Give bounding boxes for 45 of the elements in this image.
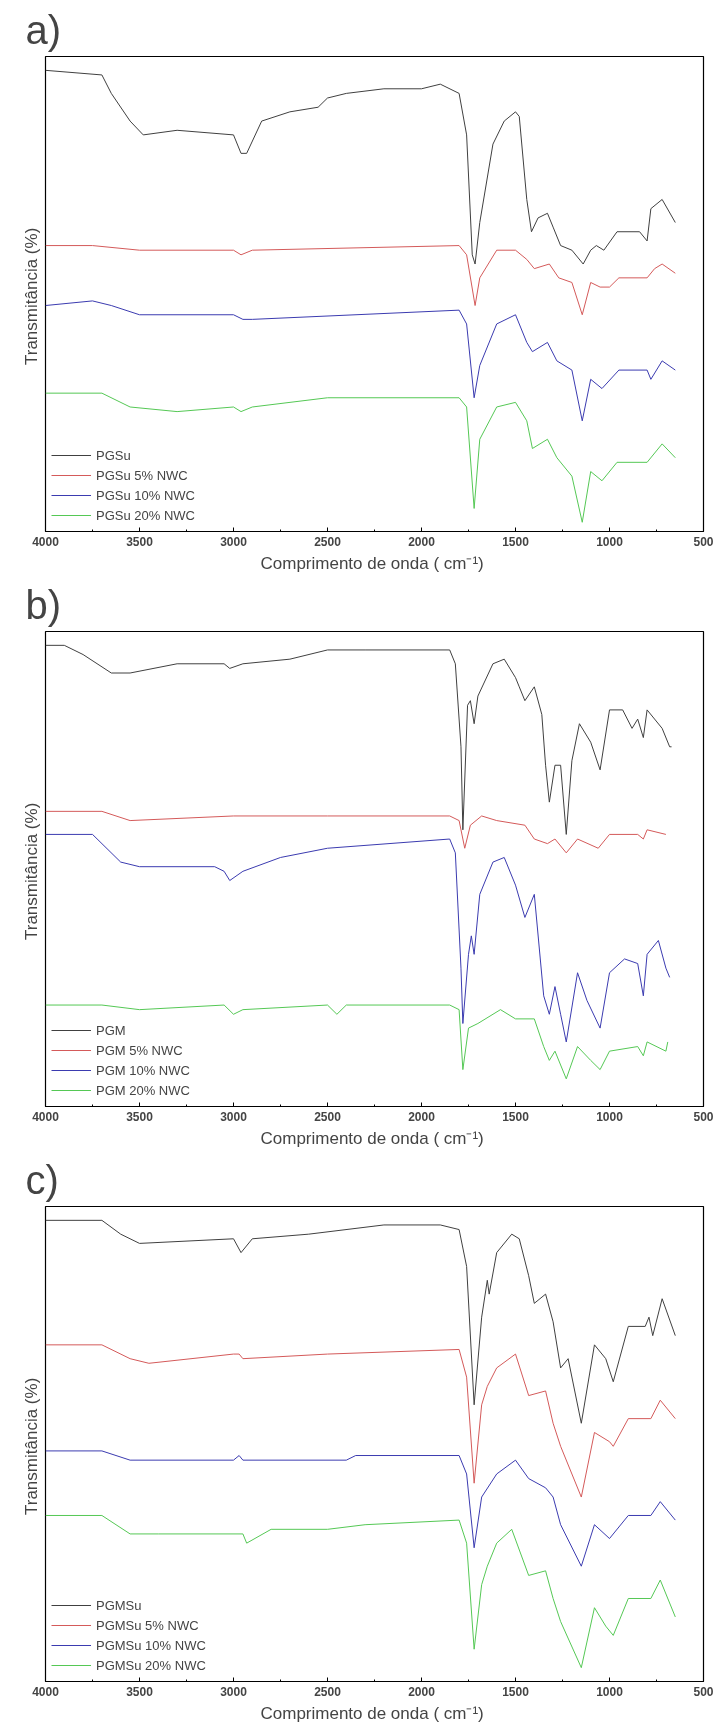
legend-label: PGSu 5% NWC (96, 467, 188, 483)
x-tick-label: 500 (693, 534, 714, 549)
x-tick-label: 2500 (314, 1109, 342, 1124)
x-tick-label: 500 (693, 1684, 714, 1699)
x-tick-label: 4000 (32, 1109, 60, 1124)
x-tick-label: 1000 (596, 1684, 624, 1699)
x-tick-label: 2500 (314, 534, 342, 549)
legend-label: PGMSu 5% NWC (96, 1617, 199, 1633)
legend-label: PGM (96, 1022, 126, 1038)
legend-label: PGMSu 20% NWC (96, 1657, 206, 1673)
x-tick-label: 2000 (408, 1109, 436, 1124)
x-tick-label: 2500 (314, 1684, 342, 1699)
legend-label: PGM 20% NWC (96, 1082, 190, 1098)
legend-label: PGSu 10% NWC (96, 487, 195, 503)
x-tick-label: 1000 (596, 534, 624, 549)
x-tick-label: 2000 (408, 1684, 436, 1699)
legend-label: PGMSu 10% NWC (96, 1637, 206, 1653)
x-tick-label: 3500 (126, 1684, 154, 1699)
x-tick-label: 3000 (220, 534, 248, 549)
legend-label: PGSu (96, 447, 131, 463)
x-tick-label: 3000 (220, 1109, 248, 1124)
x-tick-label: 3500 (126, 1109, 154, 1124)
y-axis-title: Transmitância (%) (21, 802, 41, 940)
x-tick-label: 1500 (502, 1109, 530, 1124)
x-axis-title: Comprimento de onda ( cm⁻¹) (260, 553, 484, 573)
x-tick-label: 1500 (502, 534, 530, 549)
x-tick-label: 2000 (408, 534, 436, 549)
x-tick-label: 4000 (32, 1684, 60, 1699)
x-axis-title: Comprimento de onda ( cm⁻¹) (260, 1128, 484, 1148)
legend-label: PGM 5% NWC (96, 1042, 183, 1058)
y-axis-title: Transmitância (%) (21, 227, 41, 365)
chart-title: b) (25, 582, 62, 627)
x-tick-label: 500 (693, 1109, 714, 1124)
x-tick-label: 3500 (126, 534, 154, 549)
x-tick-label: 4000 (32, 534, 60, 549)
x-axis-title: Comprimento de onda ( cm⁻¹) (260, 1703, 484, 1723)
legend-label: PGM 10% NWC (96, 1062, 190, 1078)
x-tick-label: 3000 (220, 1684, 248, 1699)
x-tick-label: 1500 (502, 1684, 530, 1699)
legend-label: PGMSu (96, 1597, 142, 1613)
y-axis-title: Transmitância (%) (21, 1377, 41, 1515)
chart-title: c) (25, 1157, 59, 1202)
x-tick-label: 1000 (596, 1109, 624, 1124)
legend-label: PGSu 20% NWC (96, 507, 195, 523)
chart-title: a) (25, 7, 62, 52)
